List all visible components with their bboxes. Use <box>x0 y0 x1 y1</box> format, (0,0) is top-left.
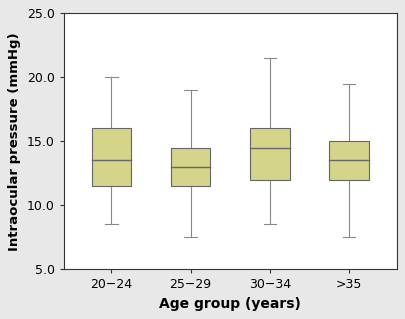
Bar <box>171 148 211 186</box>
Bar <box>329 141 369 180</box>
Bar <box>250 129 290 180</box>
Bar <box>92 129 131 186</box>
Y-axis label: Intraocular pressure (mmHg): Intraocular pressure (mmHg) <box>9 32 21 250</box>
X-axis label: Age group (years): Age group (years) <box>159 297 301 311</box>
